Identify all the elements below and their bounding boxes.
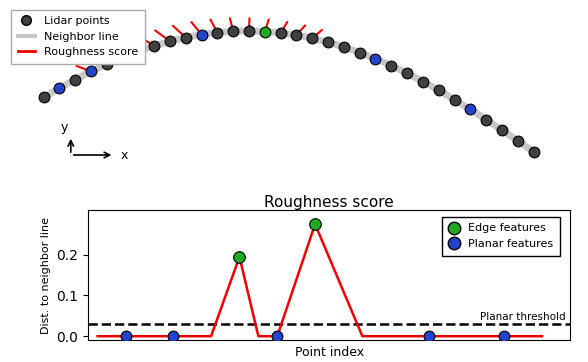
Point — [450, 97, 459, 102]
Point — [418, 79, 427, 84]
Point — [529, 149, 538, 155]
Point — [118, 54, 127, 60]
Y-axis label: Dist. to neighbor line: Dist. to neighbor line — [41, 216, 51, 334]
Point — [86, 68, 96, 74]
Point — [229, 29, 238, 34]
Point — [386, 63, 396, 69]
Text: Planar threshold: Planar threshold — [480, 312, 566, 321]
Point — [213, 30, 222, 35]
Point — [165, 38, 175, 44]
Point — [292, 32, 301, 38]
Point — [339, 44, 349, 50]
Point — [181, 35, 191, 41]
Legend: Lidar points, Neighbor line, Roughness score: Lidar points, Neighbor line, Roughness s… — [11, 10, 145, 64]
Point — [402, 71, 412, 76]
Legend: Edge features, Planar features: Edge features, Planar features — [442, 217, 560, 256]
Point — [235, 254, 244, 260]
Point — [497, 127, 507, 133]
Point — [499, 333, 509, 339]
Point — [355, 50, 365, 55]
Point — [466, 106, 475, 112]
Point — [434, 88, 443, 93]
Title: Roughness score: Roughness score — [265, 195, 394, 210]
Point — [149, 43, 159, 49]
Point — [39, 94, 48, 100]
Point — [273, 333, 282, 339]
Point — [310, 221, 320, 227]
Point — [308, 35, 317, 41]
Point — [276, 30, 285, 36]
Point — [371, 56, 380, 62]
Point — [424, 333, 433, 339]
Point — [482, 117, 491, 122]
Point — [55, 85, 64, 91]
X-axis label: Point index: Point index — [295, 346, 364, 359]
Point — [245, 28, 254, 34]
Point — [102, 61, 112, 67]
Point — [121, 333, 131, 339]
Text: x: x — [121, 148, 128, 161]
Point — [260, 29, 269, 34]
Text: y: y — [61, 121, 68, 134]
Point — [513, 138, 523, 144]
Point — [323, 39, 333, 45]
Point — [133, 48, 143, 54]
Point — [169, 333, 178, 339]
Point — [71, 77, 80, 83]
Point — [197, 32, 206, 38]
